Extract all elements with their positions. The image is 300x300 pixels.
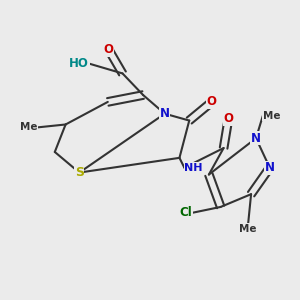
Text: NH: NH (184, 163, 203, 173)
Text: Me: Me (20, 122, 37, 132)
Text: Cl: Cl (179, 206, 192, 219)
Text: O: O (224, 112, 233, 125)
Text: N: N (265, 161, 275, 174)
Text: S: S (75, 166, 84, 179)
Text: O: O (207, 95, 217, 108)
Text: Me: Me (263, 111, 280, 121)
Text: O: O (104, 44, 114, 56)
Text: HO: HO (69, 57, 89, 70)
Text: N: N (160, 107, 170, 120)
Text: N: N (251, 132, 261, 145)
Text: Me: Me (239, 224, 257, 234)
